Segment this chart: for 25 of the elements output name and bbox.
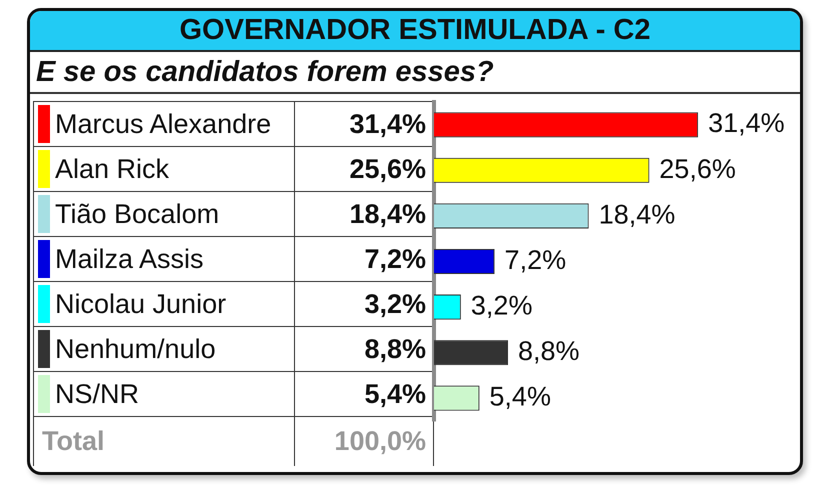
- y-tick-label: Tião Bocalom: [54, 198, 220, 230]
- chart-subtitle: E se os candidatos forem esses?: [36, 55, 494, 90]
- y-tick-label: Nenhum/nulo: [54, 334, 216, 364]
- data-label: 5,4%: [294, 372, 434, 416]
- text: 5,4%: [489, 382, 551, 412]
- data-label: 7,2%: [294, 236, 434, 282]
- y-tick-label: Mailza Assis: [54, 244, 204, 274]
- data-label: 31,4%: [294, 102, 434, 146]
- chart-title: GOVERNADOR ESTIMULADA - C2: [30, 11, 800, 50]
- data-label: 25,6%: [294, 146, 434, 192]
- data-label: 8,8%: [294, 326, 434, 372]
- y-tick-label: NS/NR: [54, 378, 140, 410]
- text: 8,8%: [518, 336, 580, 366]
- data-label: 18,4%: [294, 192, 434, 236]
- text: 7,2%: [504, 244, 566, 275]
- text: 31,4%: [708, 108, 785, 138]
- text: 25,6%: [659, 154, 736, 184]
- data-label: 3,2%: [294, 282, 434, 326]
- text: 18,4%: [598, 199, 676, 230]
- y-tick-label: Nicolau Junior: [54, 288, 226, 320]
- text: 3,2%: [470, 290, 532, 321]
- text: 100,0%: [294, 416, 434, 466]
- y-tick-label: Alan Rick: [54, 154, 170, 184]
- y-tick-label: Marcus Alexandre: [54, 108, 272, 140]
- text: Total: [34, 416, 294, 466]
